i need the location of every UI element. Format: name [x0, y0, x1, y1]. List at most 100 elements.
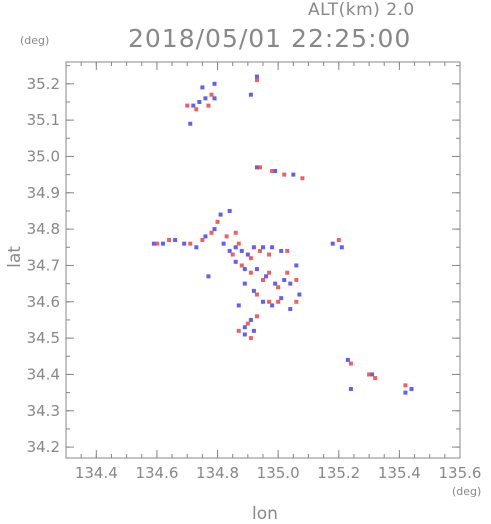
data-point	[294, 277, 299, 282]
y-tick-label: 34.2	[27, 438, 60, 456]
data-point	[367, 372, 372, 377]
data-point	[233, 259, 238, 264]
y-tick-label: 34.3	[27, 402, 60, 420]
data-point	[218, 212, 223, 217]
data-point	[294, 263, 299, 268]
data-point	[409, 386, 414, 391]
data-point	[267, 270, 272, 275]
data-point	[239, 248, 244, 253]
data-point	[279, 296, 284, 301]
data-point	[173, 238, 178, 243]
data-point	[348, 386, 353, 391]
y-tick-label: 35.2	[27, 75, 60, 93]
y-tick-label: 35.0	[27, 147, 60, 165]
data-point	[221, 241, 226, 246]
x-axis-title: lon	[252, 504, 278, 524]
data-point	[370, 372, 375, 377]
altitude-label: ALT(km) 2.0	[308, 0, 415, 20]
data-point	[151, 241, 156, 246]
data-point	[212, 96, 217, 101]
data-point	[182, 241, 187, 246]
x-tick-label: 135.4	[378, 464, 421, 482]
data-point	[188, 241, 193, 246]
data-point	[197, 99, 202, 104]
data-point	[330, 241, 335, 246]
data-point	[257, 248, 262, 253]
x-tick-label: 134.8	[196, 464, 239, 482]
x-tick-label: 135.6	[439, 464, 482, 482]
data-point	[236, 328, 241, 333]
data-point	[300, 176, 305, 181]
data-point	[339, 245, 344, 250]
y-tick-label: 34.4	[27, 365, 60, 383]
data-point	[206, 103, 211, 108]
x-tick-label: 135.2	[317, 464, 360, 482]
data-point	[248, 336, 253, 341]
data-points	[151, 74, 414, 395]
data-point	[348, 361, 353, 366]
data-point	[261, 277, 265, 282]
data-point	[185, 103, 190, 108]
plot-frame	[65, 61, 461, 459]
data-point	[270, 245, 275, 250]
data-point	[194, 107, 199, 112]
data-point	[276, 299, 281, 304]
x-unit-label: (deg)	[452, 485, 482, 498]
data-point	[203, 96, 208, 101]
data-point	[254, 78, 259, 83]
data-point	[230, 252, 235, 257]
data-point	[200, 85, 205, 90]
data-point	[403, 383, 408, 388]
data-point	[288, 307, 293, 312]
data-point	[254, 267, 259, 272]
data-point	[203, 234, 208, 239]
data-point	[285, 270, 290, 275]
data-point	[248, 92, 253, 97]
data-point	[264, 274, 269, 279]
y-tick-label: 34.7	[27, 256, 60, 274]
data-point	[345, 357, 350, 362]
y-tick-label: 34.6	[27, 293, 60, 311]
data-point	[245, 252, 250, 257]
data-point	[227, 248, 232, 253]
data-point	[270, 303, 275, 308]
data-point	[191, 103, 196, 108]
data-point	[257, 165, 262, 170]
data-point	[279, 248, 284, 253]
data-point	[245, 321, 250, 326]
data-point	[242, 281, 247, 286]
data-point	[267, 252, 272, 257]
data-point	[215, 219, 220, 224]
data-point	[242, 267, 247, 272]
data-point	[336, 238, 341, 243]
data-point	[373, 376, 378, 381]
data-point	[261, 299, 265, 304]
data-point	[236, 303, 241, 308]
data-point	[212, 81, 217, 86]
y-tick-label: 34.5	[27, 329, 60, 347]
data-point	[239, 263, 244, 268]
x-tick-label: 134.4	[75, 464, 118, 482]
data-point	[254, 292, 259, 297]
data-point	[251, 288, 256, 293]
data-point	[233, 245, 238, 250]
data-point	[233, 230, 238, 235]
data-point	[403, 390, 408, 395]
data-point	[267, 299, 272, 304]
data-point	[200, 238, 205, 243]
data-point	[261, 245, 265, 250]
data-point	[194, 245, 199, 250]
data-point	[209, 230, 214, 235]
data-point	[160, 241, 165, 246]
data-point	[242, 332, 247, 337]
data-point	[282, 172, 287, 177]
timestamp-title: 2018/05/01 22:25:00	[128, 24, 412, 53]
data-point	[254, 314, 259, 319]
axis-ticks: 134.4 134.6 134.8 135.0 135.2 135.4 135.6 34.2 3…	[27, 62, 482, 482]
data-point	[188, 121, 193, 126]
data-point	[236, 241, 241, 246]
data-point	[254, 165, 259, 170]
data-point	[276, 285, 281, 290]
data-point	[288, 281, 293, 286]
